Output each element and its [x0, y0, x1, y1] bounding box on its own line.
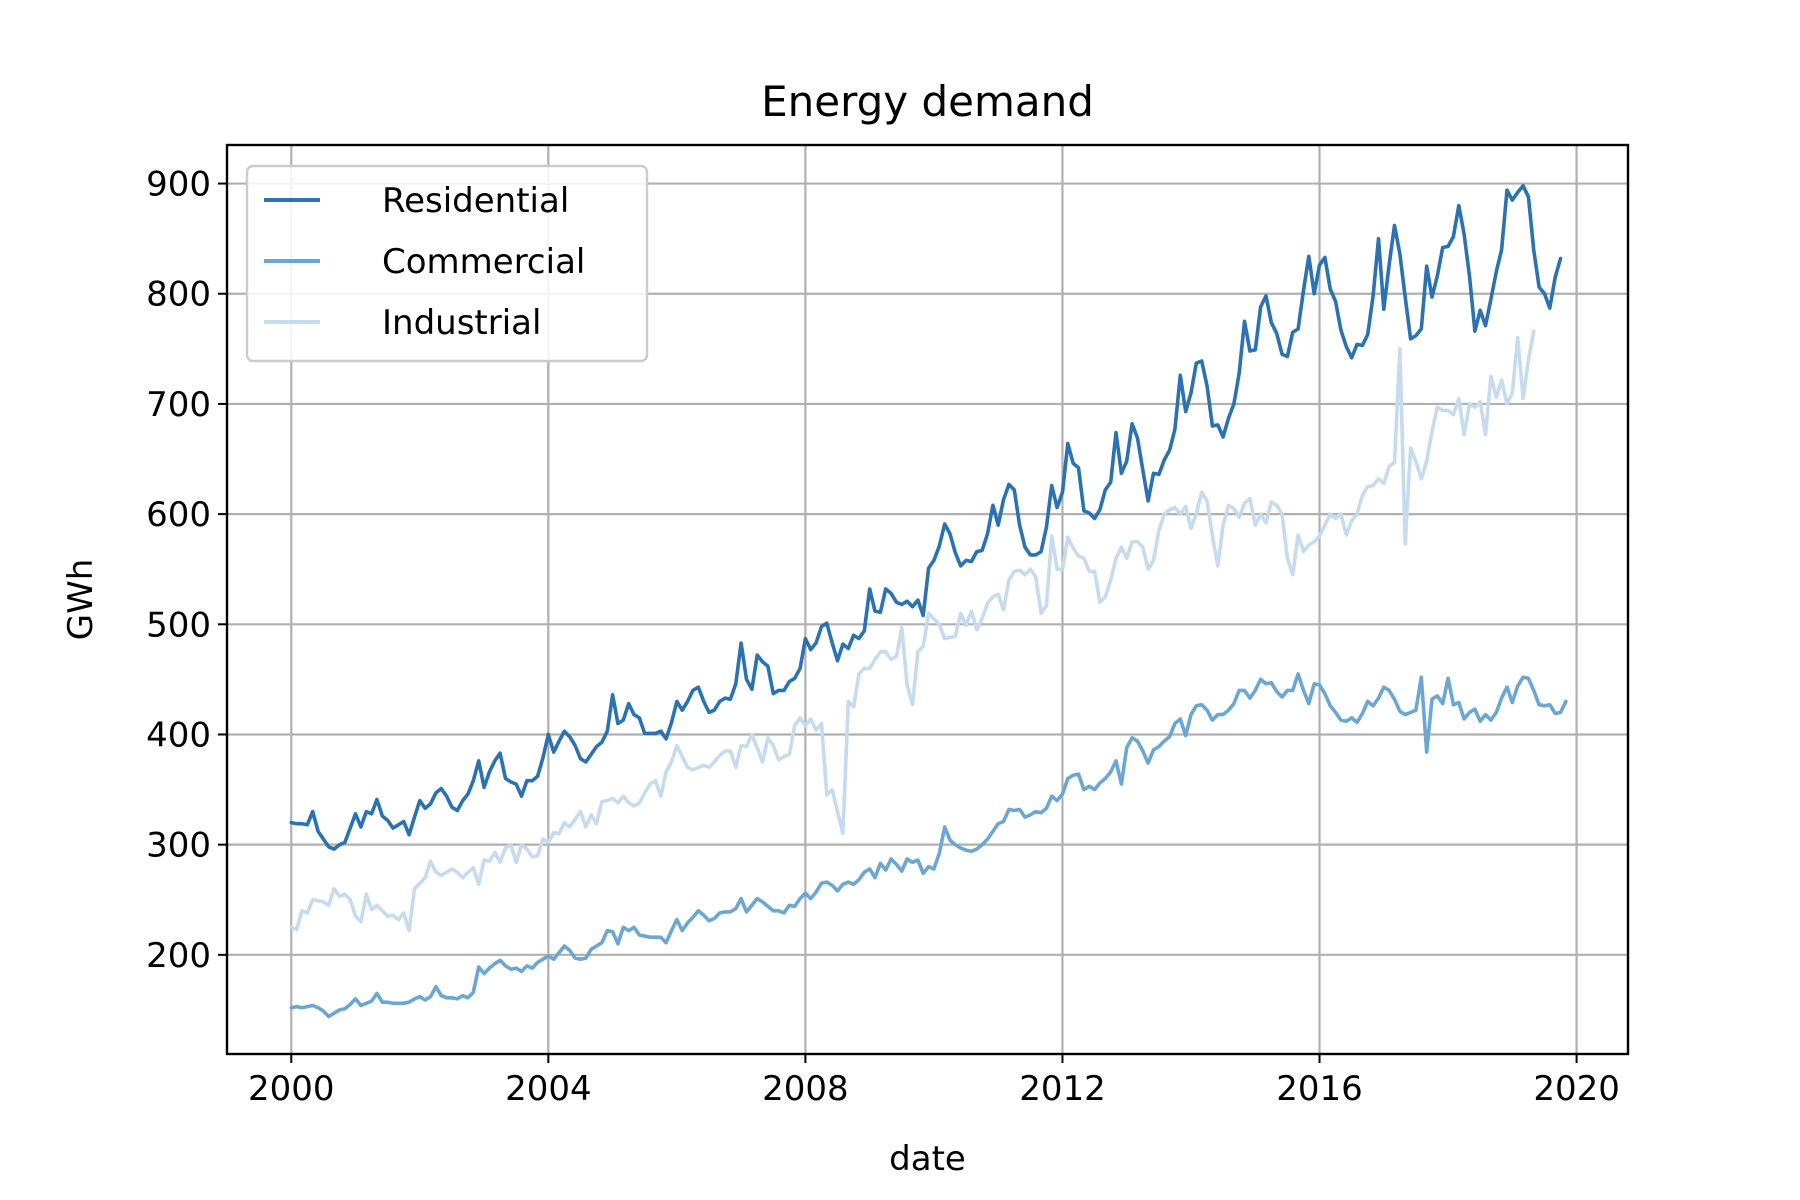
x-tick-label: 2008: [762, 1069, 849, 1109]
y-tick-label: 200: [146, 936, 211, 976]
plot-frame: [225, 143, 1630, 1056]
series-lines: [289, 184, 1568, 1019]
legend-box: [245, 164, 649, 363]
y-axis: 200 300 400 500 600 700 800 900: [146, 165, 227, 976]
series-line-commercial: [289, 672, 1568, 1019]
x-tick-label: 2000: [248, 1069, 335, 1109]
series-line-industrial: [289, 329, 1536, 933]
y-axis-label: GWh: [61, 559, 101, 641]
x-tick-label: 2012: [1019, 1069, 1106, 1109]
legend-label-commercial: Commercial: [382, 242, 585, 282]
x-axis: 2000 2004 2008 2012 2016 2020: [248, 1054, 1620, 1109]
y-tick-label: 700: [146, 385, 211, 425]
x-tick-label: 2016: [1276, 1069, 1363, 1109]
series-line-residential: [289, 184, 1563, 851]
x-axis-label: date: [889, 1139, 966, 1179]
y-tick-label: 900: [146, 165, 211, 205]
x-tick-label: 2004: [505, 1069, 592, 1109]
y-tick-label: 400: [146, 715, 211, 755]
y-tick-label: 800: [146, 275, 211, 315]
legend: Residential Commercial Industrial: [245, 164, 649, 363]
chart-title: Energy demand: [761, 77, 1094, 126]
y-tick-label: 300: [146, 826, 211, 866]
y-tick-label: 600: [146, 495, 211, 535]
legend-label-industrial: Industrial: [382, 303, 541, 343]
x-tick-label: 2020: [1533, 1069, 1620, 1109]
y-tick-label: 500: [146, 605, 211, 645]
legend-label-residential: Residential: [382, 181, 569, 221]
